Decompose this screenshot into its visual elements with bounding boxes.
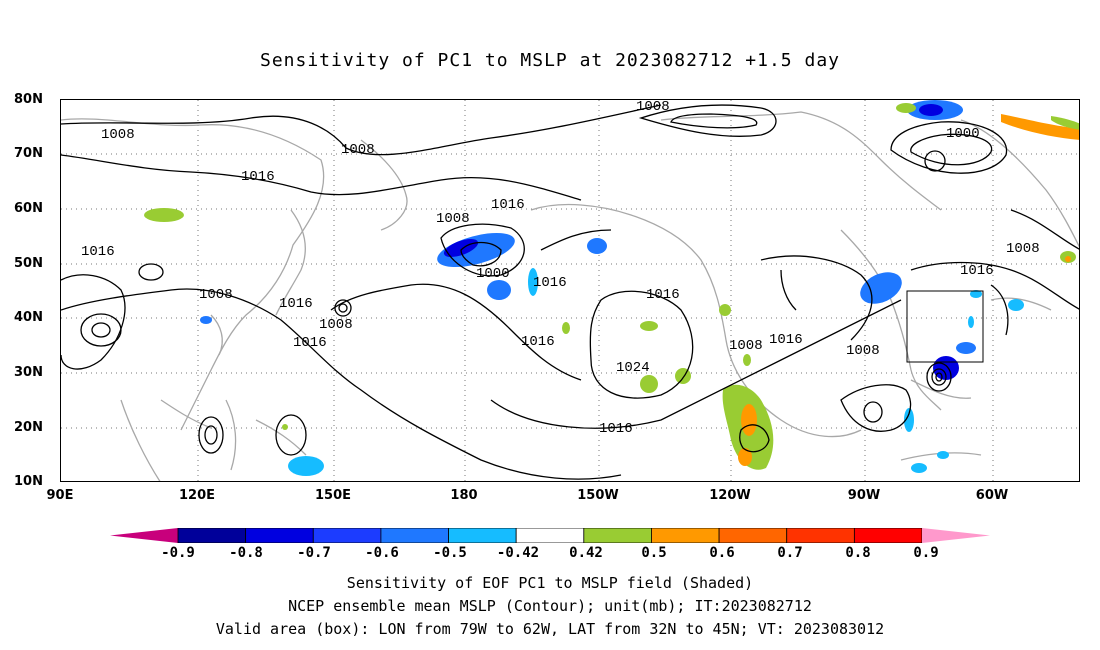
contour-label: 1016	[279, 296, 313, 312]
lat-label-50n: 50N	[14, 256, 43, 271]
colorbar-cell	[177, 528, 247, 543]
contour-label: 1008	[101, 127, 135, 143]
lon-label-150w: 150W	[577, 488, 619, 503]
colorbar-label: 0.8	[845, 545, 871, 561]
contour-label: 1016	[521, 334, 555, 350]
colorbar-label: -0.7	[297, 545, 331, 561]
lat-label-60n: 60N	[14, 201, 43, 216]
lat-label-10n: 10N	[14, 474, 43, 489]
contour-label: 1008	[1006, 241, 1040, 257]
contour-label-group: 1008 1008 1008 1016 1016 1016 1016 1008 …	[81, 100, 1040, 437]
contour-label: 1016	[960, 263, 994, 279]
contour-label: 1008	[436, 211, 470, 227]
map-canvas: 1008 1008 1008 1016 1016 1016 1016 1008 …	[61, 100, 1079, 481]
colorbar-label: 0.6	[709, 545, 735, 561]
colorbar-label: -0.42	[496, 545, 540, 561]
colorbar-cell	[245, 528, 314, 543]
colorbar-cells	[177, 528, 923, 543]
lat-label-80n: 80N	[14, 92, 43, 107]
lon-label-120w: 120W	[709, 488, 751, 503]
colorbar-cell	[448, 528, 517, 543]
lon-label-180: 180	[450, 488, 478, 503]
colorbar-label: 0.5	[641, 545, 667, 561]
mslp-contours	[61, 104, 1079, 480]
colorbar-cell	[515, 528, 585, 543]
contour-label: 1016	[491, 197, 525, 213]
contour-label: 1000	[946, 126, 980, 142]
graticule	[61, 100, 1079, 481]
contour-label: 1008	[846, 343, 880, 359]
colorbar-label: 0.7	[777, 545, 803, 561]
colorbar	[110, 528, 990, 543]
contour-label: 1016	[533, 275, 567, 291]
contour-label: 1016	[241, 169, 275, 185]
colorbar-cell	[312, 528, 382, 543]
colorbar-label: 0.9	[913, 545, 939, 561]
lat-label-70n: 70N	[14, 146, 43, 161]
lon-label-120e: 120E	[178, 488, 216, 503]
contour-label: 1008	[341, 142, 375, 158]
contour-label: 1008	[636, 100, 670, 115]
lat-label-40n: 40N	[14, 310, 43, 325]
caption-line-2: NCEP ensemble mean MSLP (Contour); unit(…	[288, 597, 812, 615]
coastlines	[61, 111, 1079, 481]
colorbar-label: -0.6	[365, 545, 399, 561]
lon-label-90w: 90W	[847, 488, 881, 503]
contour-label: 1008	[199, 287, 233, 303]
contour-label: 1024	[616, 360, 650, 376]
lon-label-90e: 90E	[46, 488, 74, 503]
lat-label-20n: 20N	[14, 420, 43, 435]
valid-area-box	[906, 290, 984, 363]
colorbar-label: -0.9	[161, 545, 195, 561]
contour-label: 1016	[81, 244, 115, 260]
contour-label: 1016	[293, 335, 327, 351]
lon-label-150e: 150E	[314, 488, 352, 503]
colorbar-cell	[718, 528, 788, 543]
colorbar-label: -0.5	[433, 545, 467, 561]
map-panel: 1008 1008 1008 1016 1016 1016 1016 1008 …	[60, 99, 1080, 482]
colorbar-label: -0.8	[229, 545, 263, 561]
sensitivity-shading	[144, 100, 1079, 476]
contour-label: 1008	[319, 317, 353, 333]
contour-label: 1000	[476, 266, 510, 282]
caption-line-3: Valid area (box): LON from 79W to 62W, L…	[215, 620, 885, 638]
contour-label: 1016	[599, 421, 633, 437]
colorbar-label: 0.42	[569, 545, 603, 561]
chart-title: Sensitivity of PC1 to MSLP at 2023082712…	[259, 50, 840, 71]
colorbar-cell	[853, 528, 923, 543]
contour-label: 1016	[769, 332, 803, 348]
lat-label-30n: 30N	[14, 365, 43, 380]
contour-label: 1016	[646, 287, 680, 303]
colorbar-cell	[583, 528, 652, 543]
lon-label-60w: 60W	[975, 488, 1009, 503]
contour-label: 1008	[729, 338, 763, 354]
colorbar-right-arrow	[922, 528, 990, 543]
colorbar-cell	[380, 528, 449, 543]
colorbar-left-arrow	[110, 528, 178, 543]
caption-line-1: Sensitivity of EOF PC1 to MSLP field (Sh…	[346, 574, 754, 592]
colorbar-cell	[786, 528, 855, 543]
colorbar-cell	[651, 528, 720, 543]
